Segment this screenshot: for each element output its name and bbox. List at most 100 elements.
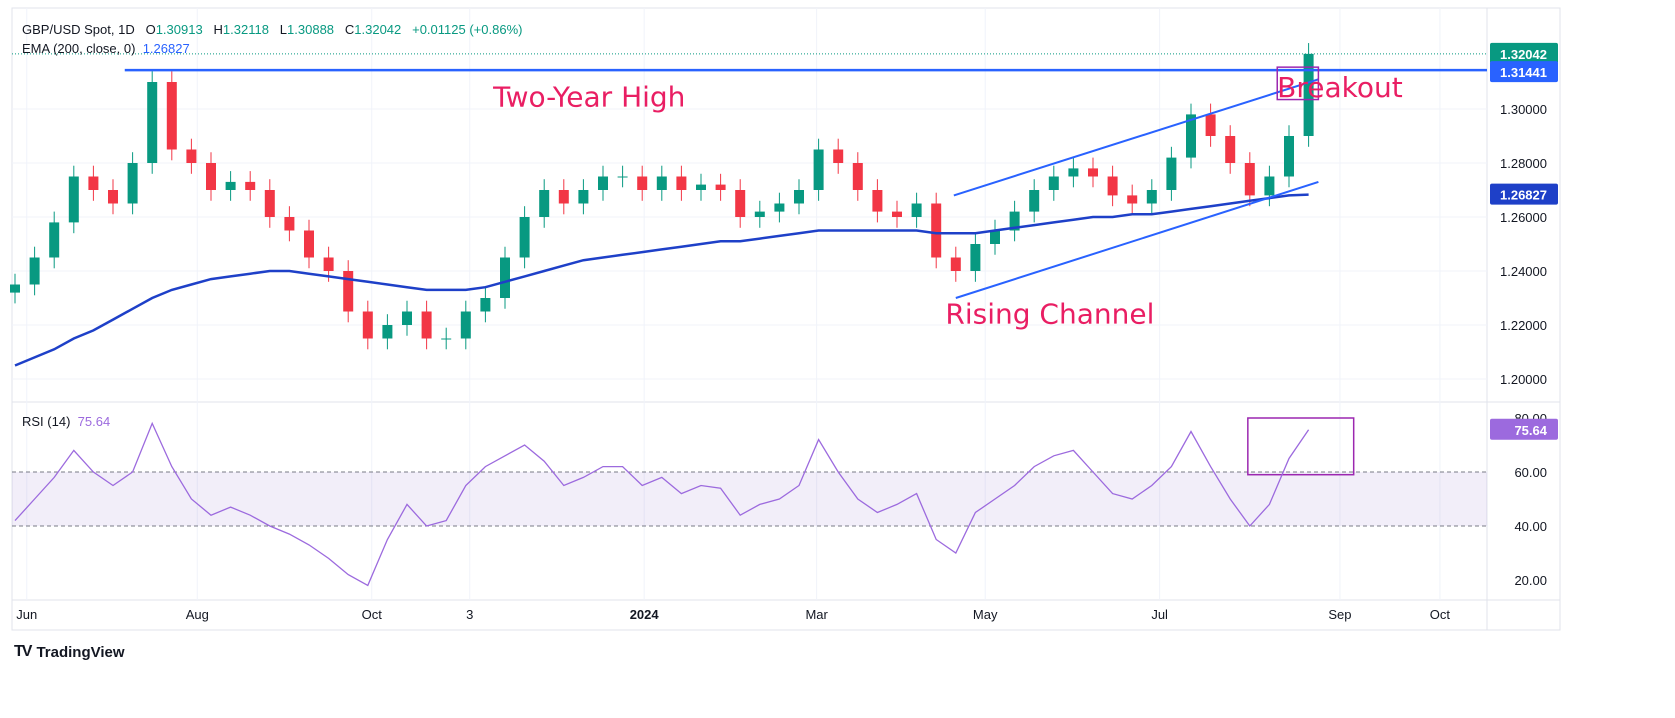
candle-body <box>1127 195 1138 204</box>
ema-price-tag: 1.26827 <box>1500 188 1547 203</box>
candle-body <box>1186 114 1196 158</box>
candle-body <box>382 325 393 339</box>
price-tick-label: 1.20000 <box>1500 372 1547 387</box>
x-tick-label: May <box>973 607 998 622</box>
candle-body <box>500 257 510 298</box>
candle-body <box>813 149 824 190</box>
candle-body <box>1284 136 1294 177</box>
rsi-label: RSI (14) <box>22 414 71 429</box>
candle-body <box>1029 190 1040 212</box>
candle-body <box>1303 53 1314 137</box>
candle-body <box>323 257 334 271</box>
close-label: C <box>344 22 355 37</box>
annotation-label: Two-Year High <box>492 80 685 113</box>
candle-body <box>460 311 471 339</box>
candle-body <box>127 163 138 204</box>
x-tick-label: 2024 <box>630 607 660 622</box>
ema-price-tag-bg <box>1490 183 1558 205</box>
x-tick-label: Mar <box>805 607 828 622</box>
annotation-label: Rising Channel <box>945 298 1154 331</box>
candle-body <box>970 244 981 271</box>
rsi-band <box>12 472 1487 526</box>
candle-body <box>147 82 158 163</box>
x-tick-label: 3 <box>466 607 473 622</box>
rsi-value-tag: 75.64 <box>1514 423 1547 438</box>
low-label: L <box>279 22 288 37</box>
tradingview-logo[interactable]: TV TradingView <box>14 643 125 661</box>
rsi-value: 75.64 <box>77 414 111 429</box>
candle-body <box>49 222 60 258</box>
x-tick-label: Jul <box>1151 607 1168 622</box>
symbol-label: GBP/USD Spot, 1D <box>22 22 135 37</box>
candle-body <box>441 338 452 340</box>
candle-body <box>421 311 432 339</box>
candle-body <box>794 190 804 204</box>
candle-body <box>735 190 746 217</box>
candle-body <box>10 284 20 293</box>
rsi-tick-label: 40.00 <box>1514 519 1547 534</box>
chart-frame <box>11 7 1561 631</box>
candle-body <box>1009 211 1020 231</box>
candle-body <box>1264 176 1275 196</box>
candle-body <box>676 176 687 190</box>
candle-body <box>480 298 491 312</box>
breakout-box <box>1276 66 1320 101</box>
price-tick-label: 1.22000 <box>1500 318 1547 333</box>
candle-body <box>402 311 412 325</box>
candle-body <box>598 176 608 190</box>
candle-body <box>1146 190 1157 204</box>
candle-body <box>29 257 40 285</box>
candle-body <box>1225 136 1236 163</box>
candle-body <box>166 82 177 150</box>
last-price-tag: 1.32042 <box>1500 47 1547 62</box>
candle-body <box>774 203 785 212</box>
candle-body <box>558 190 569 204</box>
ema-value: 1.26827 <box>142 41 190 56</box>
candle-body <box>1068 168 1079 177</box>
candle-body <box>225 181 236 190</box>
candle-body <box>637 176 648 190</box>
rsi-box <box>1247 417 1355 476</box>
candle-body <box>186 149 197 163</box>
candle-body <box>852 163 863 190</box>
x-tick-label: Jun <box>16 607 37 622</box>
rsi-legend: RSI (14) 75.64 <box>22 414 110 429</box>
candle-body <box>68 176 79 223</box>
ema-legend: EMA (200, close, 0) 1.26827 <box>22 41 190 56</box>
candle-body <box>1088 168 1098 177</box>
high-label: H <box>213 22 223 37</box>
candle-body <box>617 176 628 178</box>
price-tick-label: 1.30000 <box>1500 102 1547 117</box>
ema-200-line <box>14 193 1309 367</box>
candle-body <box>1244 163 1255 196</box>
candle-body <box>88 176 99 190</box>
candle-body <box>362 311 373 339</box>
x-tick-label: Oct <box>1430 607 1451 622</box>
close-value: 1.32042 <box>354 22 402 37</box>
candle-body <box>1205 114 1216 136</box>
candle-body <box>343 271 354 312</box>
last-price-tag-bg <box>1490 42 1558 64</box>
candle-body <box>656 176 667 190</box>
candle-body <box>696 184 706 190</box>
candle-body <box>245 181 256 190</box>
open-label: O <box>145 22 156 37</box>
candle-body <box>264 190 275 217</box>
tradingview-name: TradingView <box>36 643 125 661</box>
open-value: 1.30913 <box>155 22 203 37</box>
price-tick-label: 1.24000 <box>1500 264 1547 279</box>
channel-lower-line <box>955 180 1319 299</box>
candle-body <box>284 217 295 231</box>
candle-body <box>1048 176 1059 190</box>
candle-body <box>304 230 314 258</box>
rsi-value-tag-bg <box>1490 418 1558 440</box>
channel-upper-line <box>953 78 1319 197</box>
rsi-line <box>14 421 1310 587</box>
candle-body <box>539 190 550 217</box>
candle-body <box>578 190 589 204</box>
x-tick-label: Sep <box>1328 607 1351 622</box>
price-tick-label: 1.28000 <box>1500 156 1547 171</box>
candle-body <box>911 203 922 217</box>
